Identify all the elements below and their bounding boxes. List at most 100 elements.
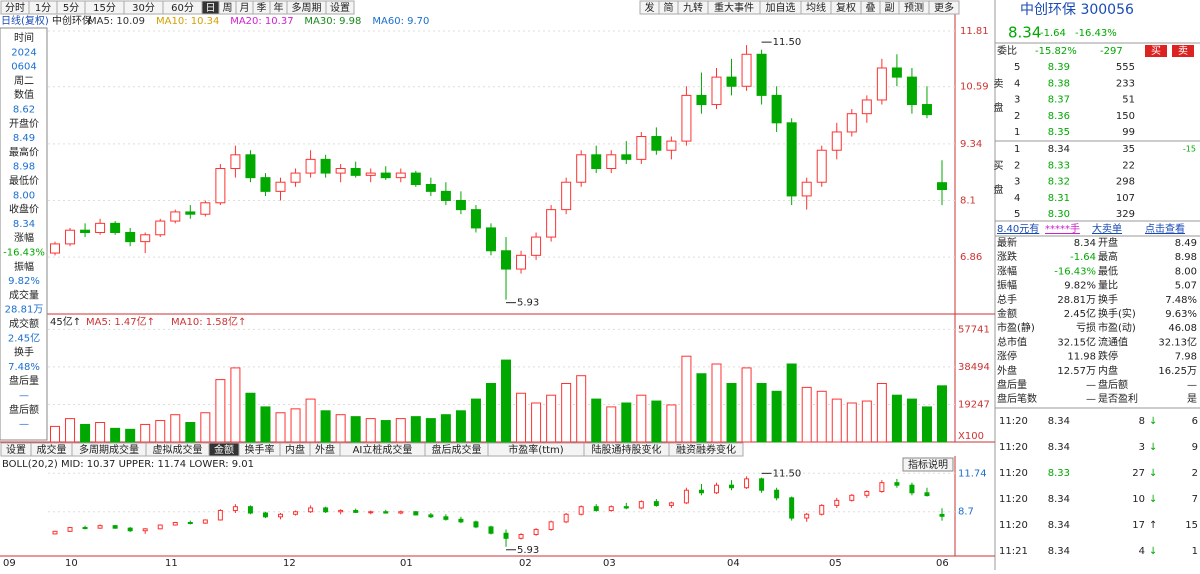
volume-bar: [801, 386, 812, 443]
candle-body: [383, 511, 389, 514]
candle-body: [906, 76, 917, 106]
volume-bar: [65, 418, 76, 443]
candle-body: [157, 524, 163, 530]
trade-price: 8.34: [1048, 416, 1070, 427]
volume-bar: [245, 392, 256, 443]
legend-label: 日线(复权): [1, 14, 49, 27]
candle-body: [713, 484, 719, 494]
candle-body: [636, 136, 647, 160]
book-level: 5: [1014, 62, 1020, 73]
stat-label: 涨停: [997, 350, 1017, 363]
candle-body: [681, 94, 692, 142]
candle-body: [52, 530, 58, 535]
info-item: 2024: [11, 47, 36, 58]
candle-body: [350, 168, 361, 176]
stat-value: 8.98: [1175, 252, 1197, 263]
trade-direction: ↓: [1149, 416, 1157, 427]
period-label: 多周期: [292, 1, 322, 14]
side-label: 卖盘: [991, 78, 1003, 126]
indicator-tab-label: 陆股通持股变化: [592, 443, 662, 456]
trade-direction: ↓: [1149, 442, 1157, 453]
candle-body: [80, 229, 91, 233]
tool-button[interactable]: [928, 0, 960, 15]
stat-label: 量比: [1098, 280, 1118, 292]
book-level: 4: [1014, 78, 1020, 89]
x-tick-label: 02: [519, 558, 532, 569]
book-price: 8.36: [1048, 111, 1070, 122]
candle-body: [110, 222, 121, 233]
candle-body: [443, 516, 449, 520]
candle-body: [741, 53, 752, 87]
period-label: 月: [240, 2, 250, 14]
volume-bar: [170, 414, 181, 443]
stat-value: 2.45亿: [1064, 307, 1096, 320]
x-tick-label: 06: [936, 558, 949, 569]
info-item: 换手: [14, 346, 34, 359]
trade-price: 8.33: [1048, 468, 1070, 479]
buy-button[interactable]: [1145, 45, 1167, 57]
quote-tab: 大卖单: [1092, 222, 1122, 235]
candle-body: [458, 518, 464, 523]
sell-label: 卖: [1178, 45, 1188, 57]
volume-bar: [831, 398, 842, 443]
candle-body: [819, 504, 825, 515]
stat-value: 12.57万: [1057, 366, 1096, 377]
volume-bar: [320, 410, 331, 443]
volume-bar: [125, 428, 136, 443]
trade-price: 8.34: [1048, 546, 1070, 557]
sell-button[interactable]: [1172, 45, 1194, 57]
volume-bar: [711, 363, 722, 443]
candle-body: [864, 491, 870, 496]
period-label: 周: [223, 2, 233, 14]
candle-body: [125, 231, 136, 243]
info-item: 最低价: [9, 174, 39, 187]
info-item: 涨幅: [14, 231, 34, 244]
volume-bar: [50, 425, 60, 443]
candle-body: [247, 506, 253, 514]
stat-label: 涨幅: [997, 264, 1017, 277]
ma-legend: MA60: 9.70: [372, 16, 429, 27]
candle-body: [410, 172, 421, 186]
volume-bar: [636, 394, 647, 443]
quote-tab: 8.40元有: [997, 222, 1039, 235]
candle-body: [245, 154, 256, 179]
stat-label: 涨跌: [997, 250, 1017, 263]
candle-body: [924, 492, 930, 497]
info-item: —: [19, 391, 29, 402]
volume-bar: [891, 394, 902, 443]
trade-volume: 27: [1132, 468, 1145, 479]
trade-direction: ↓: [1149, 494, 1157, 505]
stat-label: 市盈(静): [997, 321, 1035, 334]
tool-label: 预测: [904, 1, 924, 14]
book-change: -15: [1183, 145, 1196, 154]
volume-bar: [200, 412, 211, 443]
volume-bar: [771, 390, 782, 443]
volume-unit: X100: [958, 431, 984, 442]
stat-label: 外盘: [997, 364, 1017, 377]
candle-body: [696, 94, 707, 106]
candle-body: [338, 509, 344, 513]
indicator-tab[interactable]: [668, 442, 744, 457]
candle-body: [531, 236, 542, 256]
indicator-button[interactable]: [902, 457, 954, 472]
info-item: -16.43%: [3, 248, 45, 259]
book-price: 8.34: [1048, 144, 1070, 155]
trade-price: 8.34: [1048, 494, 1070, 505]
indicator-tab-label: AI立桩成交量: [353, 443, 413, 456]
tool-label: 重大事件: [714, 1, 754, 14]
info-panel: [0, 27, 48, 441]
stat-value: 28.81万: [1057, 295, 1096, 306]
volume-bar: [155, 420, 166, 443]
period-label: 1分: [35, 2, 51, 14]
volume-bar: [876, 383, 887, 443]
info-item: 周二: [14, 75, 34, 87]
info-item: 最高价: [9, 145, 39, 158]
volume-bar: [501, 359, 512, 443]
period-button[interactable]: [325, 0, 355, 15]
candle-body: [215, 168, 226, 204]
stat-value: 16.25万: [1158, 366, 1197, 377]
candle-body: [653, 501, 659, 506]
candle-body: [142, 528, 148, 532]
candle-body: [112, 525, 118, 529]
annotation: 5.93: [517, 298, 539, 309]
